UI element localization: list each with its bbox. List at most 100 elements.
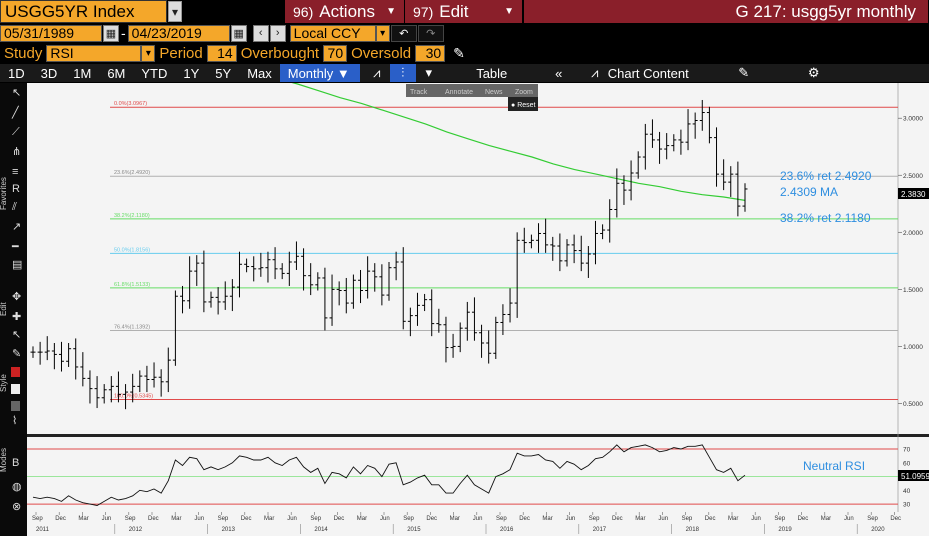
popup-annotate[interactable]: Annotate — [445, 89, 473, 96]
brush-icon[interactable]: ⌇ — [12, 415, 17, 427]
select-icon[interactable]: ✚ — [12, 311, 21, 323]
ohlc-bar — [180, 285, 186, 314]
ohlc-bar — [400, 247, 406, 330]
globe-icon[interactable]: ◍ — [12, 481, 22, 493]
ohlc-bar — [507, 288, 513, 323]
ohlc-bar — [322, 267, 328, 331]
range-1m[interactable]: 1M — [73, 65, 92, 81]
price-tick-label: 1.0000 — [903, 344, 923, 351]
fib-label: 50.0%(1.8156) — [114, 247, 150, 253]
chart-type-dropdown-icon[interactable]: ▾ — [425, 65, 433, 80]
ohlc-bar — [642, 123, 648, 170]
left-toolbar — [0, 83, 27, 536]
ohlc-bar — [728, 166, 734, 197]
ohlc-bar — [372, 263, 378, 292]
channel-icon[interactable]: ⫽ — [11, 201, 17, 213]
chart-content-button[interactable]: Chart Content — [607, 65, 689, 81]
edit-label: Edit — [439, 1, 469, 21]
gear-icon[interactable]: ⚙ — [807, 65, 820, 80]
color-swatch-white[interactable] — [11, 384, 20, 394]
range-6m[interactable]: 6M — [107, 65, 126, 81]
ohlc-bar — [721, 159, 727, 191]
ticker-dropdown-icon[interactable]: ▾ — [168, 1, 182, 22]
month-label: Dec — [334, 516, 345, 522]
cursor-icon[interactable]: ↖ — [12, 87, 21, 99]
currency-dropdown-icon[interactable]: ▾ — [375, 24, 390, 42]
line-chart-icon[interactable]: ⩘ — [373, 65, 381, 80]
popup-reset[interactable]: ● Reset — [511, 102, 536, 109]
range-1d[interactable]: 1D — [8, 65, 25, 81]
price-chart[interactable]: ↖ ╱ ⟋ ⋔ ≡ R ⫽ ↗ ━ ▤ ✥ ✚ ↖ ✎ ⌇ B ◍ ⊗ Favo… — [0, 83, 929, 536]
price-tick-label: 2.0000 — [903, 230, 923, 237]
range-5y[interactable]: 5Y — [215, 65, 232, 81]
pitchfork-icon[interactable]: ⋔ — [12, 146, 21, 158]
ohlc-bar — [671, 134, 677, 152]
delete-icon[interactable]: ⊗ — [12, 501, 21, 513]
overbought-field[interactable]: 70 — [323, 44, 348, 62]
redo-icon[interactable]: ↷ — [417, 24, 444, 42]
popup-zoom[interactable]: Zoom — [515, 89, 533, 96]
ohlc-bar — [649, 119, 655, 148]
pointer-icon[interactable]: ↖ — [12, 329, 21, 341]
ticker-field[interactable]: USGG5YR Index — [0, 0, 167, 23]
chevron-down-icon: ▼ — [386, 6, 396, 17]
ohlc-bar — [735, 161, 741, 217]
chart-content-icon[interactable]: ⩘ — [591, 65, 599, 80]
period-field[interactable]: 14 — [206, 44, 237, 62]
calendar-icon[interactable]: ▦ — [230, 24, 247, 42]
panel-divider[interactable] — [27, 434, 929, 437]
range-3d[interactable]: 3D — [40, 65, 58, 81]
fib-icon[interactable]: ≡ — [12, 166, 18, 178]
edit-chart-icon[interactable]: ✎ — [738, 65, 750, 80]
ruler-icon[interactable]: ⟋ — [12, 126, 20, 138]
ohlc-bar — [471, 297, 477, 341]
ohlc-bar — [343, 277, 349, 314]
line-tool-icon[interactable]: ╱ — [11, 105, 20, 119]
popup-news[interactable]: News — [485, 89, 503, 96]
trend-icon[interactable]: ↗ — [12, 221, 21, 233]
study-dropdown-icon[interactable]: ▾ — [141, 44, 156, 62]
calendar-icon[interactable]: ▦ — [103, 24, 119, 42]
ohlc-bar — [293, 241, 299, 270]
popup-track[interactable]: Track — [410, 89, 428, 96]
horizontal-line-icon[interactable]: ━ — [11, 241, 19, 253]
pencil-icon[interactable]: ✎ — [453, 44, 465, 61]
ohlc-bar — [151, 362, 157, 388]
collapse-icon[interactable]: « — [555, 65, 563, 81]
draw-icon[interactable]: ✎ — [12, 348, 21, 360]
start-date-field[interactable]: 05/31/1989 — [0, 24, 102, 42]
ohlc-bar — [550, 236, 556, 261]
study-field[interactable]: RSI — [46, 44, 142, 62]
rsi-last-value: 51.0959 — [901, 472, 929, 481]
line-width-swatch[interactable] — [11, 401, 20, 411]
prev-arrow-icon[interactable]: ‹ — [252, 24, 269, 42]
move-icon[interactable]: ✥ — [12, 291, 21, 303]
ohlc-bar — [493, 316, 499, 359]
bloomberg-icon[interactable]: B — [12, 457, 19, 469]
range-max[interactable]: Max — [247, 65, 272, 81]
retracement-icon[interactable]: R — [12, 183, 20, 195]
color-swatch-red[interactable] — [11, 367, 20, 377]
actions-menu[interactable]: 96) Actions ▼ — [284, 0, 404, 23]
range-ytd[interactable]: YTD — [141, 65, 168, 81]
table-button[interactable]: Table — [476, 65, 508, 81]
bar-chart-icon[interactable]: ⫶ — [389, 64, 416, 82]
ohlc-bar — [635, 151, 641, 179]
band-icon[interactable]: ▤ — [12, 259, 22, 271]
month-label: Sep — [496, 516, 507, 522]
ohlc-bar — [144, 365, 150, 393]
ohlc-bar — [607, 199, 613, 243]
ohlc-bar — [251, 256, 257, 282]
currency-field[interactable]: Local CCY — [289, 24, 376, 42]
range-1y[interactable]: 1Y — [183, 65, 200, 81]
undo-icon[interactable]: ↶ — [390, 24, 417, 42]
next-arrow-icon[interactable]: › — [269, 24, 286, 42]
oversold-field[interactable]: 30 — [415, 44, 446, 62]
edit-menu[interactable]: 97) Edit ▼ — [404, 0, 522, 23]
month-label: Jun — [844, 516, 854, 522]
frequency-dropdown[interactable]: Monthly ▼ — [279, 64, 360, 82]
ohlc-bar — [108, 376, 114, 403]
end-date-field[interactable]: 04/23/2019 — [127, 24, 230, 42]
ohlc-bar — [414, 292, 420, 326]
top-bar: USGG5YR Index ▾ 96) Actions ▼ 97) Edit ▼… — [0, 0, 929, 23]
